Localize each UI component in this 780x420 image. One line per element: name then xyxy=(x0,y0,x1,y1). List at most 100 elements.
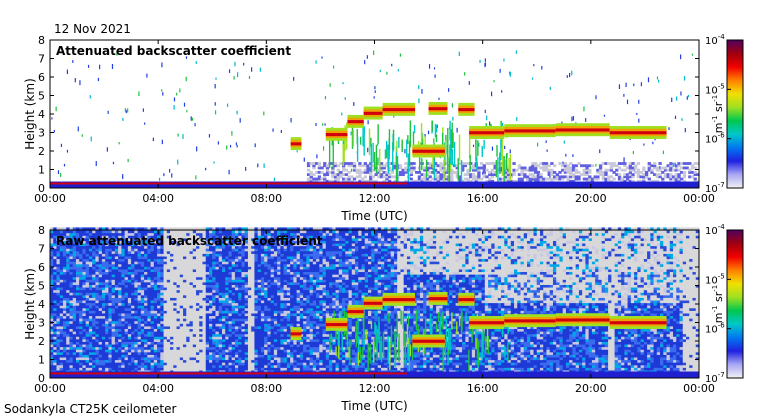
backscatter-cell xyxy=(176,289,181,293)
backscatter-cell xyxy=(183,258,187,262)
backscatter-cell xyxy=(137,258,142,262)
backscatter-speck xyxy=(77,126,79,132)
backscatter-cell xyxy=(680,177,684,181)
backscatter-cell xyxy=(254,227,259,231)
backscatter-cell xyxy=(264,346,269,350)
backscatter-cell xyxy=(234,289,239,293)
backscatter-cell xyxy=(183,307,187,311)
backscatter-cell xyxy=(241,274,246,278)
backscatter-cell xyxy=(66,242,71,247)
backscatter-cell xyxy=(59,237,64,241)
backscatter-cell xyxy=(264,362,269,366)
backscatter-cell xyxy=(92,230,97,234)
backscatter-cell xyxy=(186,258,191,262)
backscatter-cell xyxy=(225,274,230,278)
backscatter-cell xyxy=(352,177,357,181)
backscatter-cell xyxy=(186,284,191,288)
backscatter-cell xyxy=(231,369,236,374)
backscatter-cell xyxy=(189,333,194,337)
backscatter-cell xyxy=(234,338,239,342)
backscatter-cell xyxy=(124,232,129,236)
backscatter-cell xyxy=(241,299,246,304)
fall-streak xyxy=(431,120,433,132)
backscatter-cell xyxy=(202,261,207,265)
fall-streak xyxy=(362,119,364,147)
backscatter-cell xyxy=(680,166,684,170)
backscatter-cell xyxy=(179,328,184,332)
backscatter-cell xyxy=(209,271,213,275)
backscatter-cell xyxy=(377,170,381,174)
backscatter-cell xyxy=(642,166,646,170)
backscatter-cell xyxy=(134,261,139,265)
backscatter-cell xyxy=(209,281,213,285)
backscatter-cell xyxy=(455,164,459,168)
backscatter-cell xyxy=(312,173,316,177)
backscatter-cell xyxy=(108,364,113,368)
backscatter-cell xyxy=(160,255,165,260)
backscatter-cell xyxy=(388,168,392,172)
backscatter-cell xyxy=(183,235,187,239)
backscatter-cell xyxy=(124,356,129,361)
backscatter-cell xyxy=(72,312,77,317)
backscatter-cell xyxy=(98,338,103,342)
backscatter-cell xyxy=(150,307,155,311)
backscatter-cell xyxy=(257,258,262,262)
backscatter-cell xyxy=(536,173,541,177)
backscatter-cell xyxy=(72,263,77,267)
backscatter-cell xyxy=(218,354,223,358)
backscatter-cell xyxy=(160,320,165,324)
backscatter-cell xyxy=(131,315,135,319)
backscatter-cell xyxy=(150,258,155,262)
backscatter-cell xyxy=(428,164,432,168)
backscatter-cell xyxy=(105,294,110,298)
backscatter-cell xyxy=(215,299,220,304)
backscatter-cell xyxy=(202,369,207,374)
backscatter-cell xyxy=(137,299,142,304)
backscatter-cell xyxy=(98,266,103,270)
backscatter-cell xyxy=(72,261,77,265)
backscatter-cell xyxy=(166,328,171,332)
backscatter-cell xyxy=(202,367,207,371)
backscatter-cell xyxy=(50,286,54,291)
backscatter-cell xyxy=(251,328,256,332)
backscatter-cell xyxy=(428,179,432,183)
backscatter-speck xyxy=(55,106,57,112)
backscatter-cell xyxy=(140,343,145,348)
backscatter-cell xyxy=(212,323,217,327)
backscatter-cell xyxy=(176,268,181,273)
backscatter-cell xyxy=(137,292,142,296)
backscatter-cell xyxy=(59,227,64,231)
backscatter-cell xyxy=(241,359,246,363)
backscatter-cell xyxy=(56,245,61,249)
backscatter-cell xyxy=(176,237,181,241)
backscatter-cell xyxy=(179,248,184,252)
backscatter-cell xyxy=(92,281,97,285)
backscatter-cell xyxy=(66,323,71,327)
backscatter-cell xyxy=(134,333,139,337)
backscatter-cell xyxy=(212,356,217,361)
backscatter-cell xyxy=(520,168,524,172)
backscatter-speck xyxy=(549,174,551,179)
backscatter-cell xyxy=(221,336,226,340)
backscatter-cell xyxy=(221,333,226,337)
backscatter-cell xyxy=(75,253,80,257)
backscatter-cell xyxy=(69,359,74,363)
backscatter-cell xyxy=(209,341,213,345)
fall-streak xyxy=(508,158,510,173)
backscatter-cell xyxy=(134,274,139,278)
fall-streak xyxy=(503,155,505,184)
backscatter-cell xyxy=(225,351,230,355)
backscatter-cell xyxy=(344,168,349,172)
backscatter-cell xyxy=(153,338,158,342)
backscatter-cell xyxy=(192,284,197,288)
backscatter-cell xyxy=(196,369,200,374)
backscatter-cell xyxy=(199,336,204,340)
backscatter-cell xyxy=(482,170,486,174)
backscatter-cell xyxy=(450,177,454,181)
backscatter-cell xyxy=(108,292,113,296)
backscatter-cell xyxy=(147,232,152,236)
backscatter-cell xyxy=(205,286,210,291)
backscatter-cell xyxy=(150,271,155,275)
backscatter-cell xyxy=(124,349,129,353)
backscatter-cell xyxy=(251,279,256,283)
